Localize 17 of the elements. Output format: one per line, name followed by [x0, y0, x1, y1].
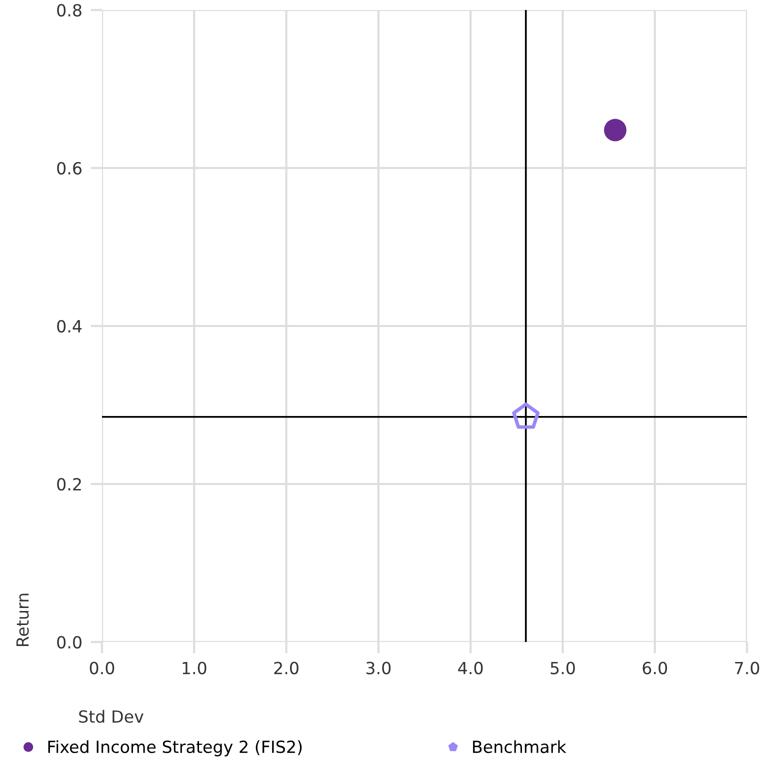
x-tick-label: 5.0 [550, 662, 575, 674]
y-tick-label: 0.2 [57, 478, 81, 491]
x-tick-label: 0.0 [90, 662, 114, 674]
x-axis-title: Std Dev [79, 710, 144, 723]
x-tick-label: 2.0 [274, 662, 298, 674]
y-tick-label: 0.4 [57, 320, 82, 333]
y-tick-label: 0.8 [57, 4, 82, 17]
y-tick-label: 0.6 [57, 162, 82, 175]
legend-label: Fixed Income Strategy 2 (FIS2) [48, 740, 302, 756]
y-axis-title: Return [16, 594, 29, 646]
x-tick-label: 4.0 [458, 662, 483, 674]
x-tick-label: 3.0 [366, 662, 391, 674]
x-tick-label: 1.0 [182, 662, 206, 674]
x-tick-label: 6.0 [642, 662, 668, 674]
y-tick-label: 0.0 [57, 636, 82, 649]
x-tick-label: 7.0 [735, 662, 760, 674]
legend-label: Benchmark [473, 740, 566, 754]
